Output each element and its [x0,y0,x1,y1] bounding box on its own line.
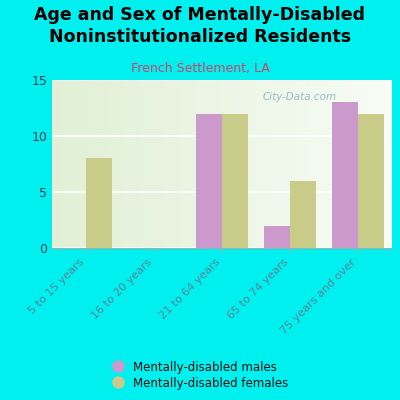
Text: City-Data.com: City-Data.com [263,92,337,102]
Text: Age and Sex of Mentally-Disabled
Noninstitutionalized Residents: Age and Sex of Mentally-Disabled Noninst… [34,6,366,46]
Bar [332,102,358,248]
Bar [222,114,248,248]
Bar [264,226,290,248]
Bar [358,114,384,248]
Legend: Mentally-disabled males, Mentally-disabled females: Mentally-disabled males, Mentally-disabl… [112,360,288,390]
Bar [196,114,222,248]
Bar [290,181,316,248]
Bar [86,158,112,248]
Text: French Settlement, LA: French Settlement, LA [131,62,269,75]
